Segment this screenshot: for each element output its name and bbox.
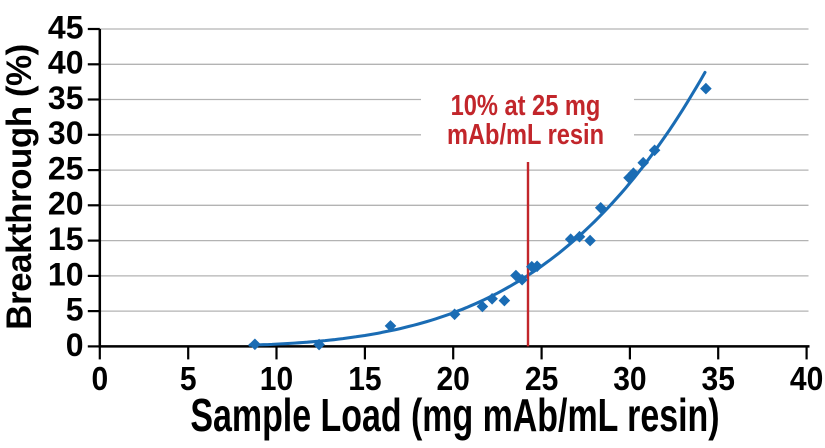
svg-text:30: 30 (48, 115, 84, 151)
svg-text:5: 5 (66, 292, 84, 328)
svg-text:Sample Load (mg mAb/mL resin): Sample Load (mg mAb/mL resin) (190, 389, 719, 441)
svg-text:10: 10 (48, 256, 84, 292)
svg-text:mAb/mL resin: mAb/mL resin (447, 118, 604, 151)
svg-text:25: 25 (48, 151, 84, 187)
svg-text:0: 0 (91, 359, 108, 397)
svg-text:20: 20 (437, 359, 470, 397)
svg-text:15: 15 (348, 359, 381, 397)
svg-text:10% at 25 mg: 10% at 25 mg (451, 89, 601, 122)
svg-text:20: 20 (48, 186, 84, 222)
svg-text:10: 10 (260, 359, 293, 397)
svg-text:45: 45 (48, 9, 84, 45)
svg-text:5: 5 (180, 359, 197, 397)
svg-text:Breakthrough (%): Breakthrough (%) (0, 44, 39, 330)
svg-text:40: 40 (48, 45, 84, 81)
svg-text:0: 0 (66, 327, 84, 363)
svg-text:30: 30 (613, 359, 646, 397)
svg-text:40: 40 (790, 359, 823, 397)
svg-text:25: 25 (525, 359, 558, 397)
svg-text:35: 35 (702, 359, 735, 397)
svg-text:35: 35 (48, 80, 84, 116)
svg-text:15: 15 (48, 221, 84, 257)
